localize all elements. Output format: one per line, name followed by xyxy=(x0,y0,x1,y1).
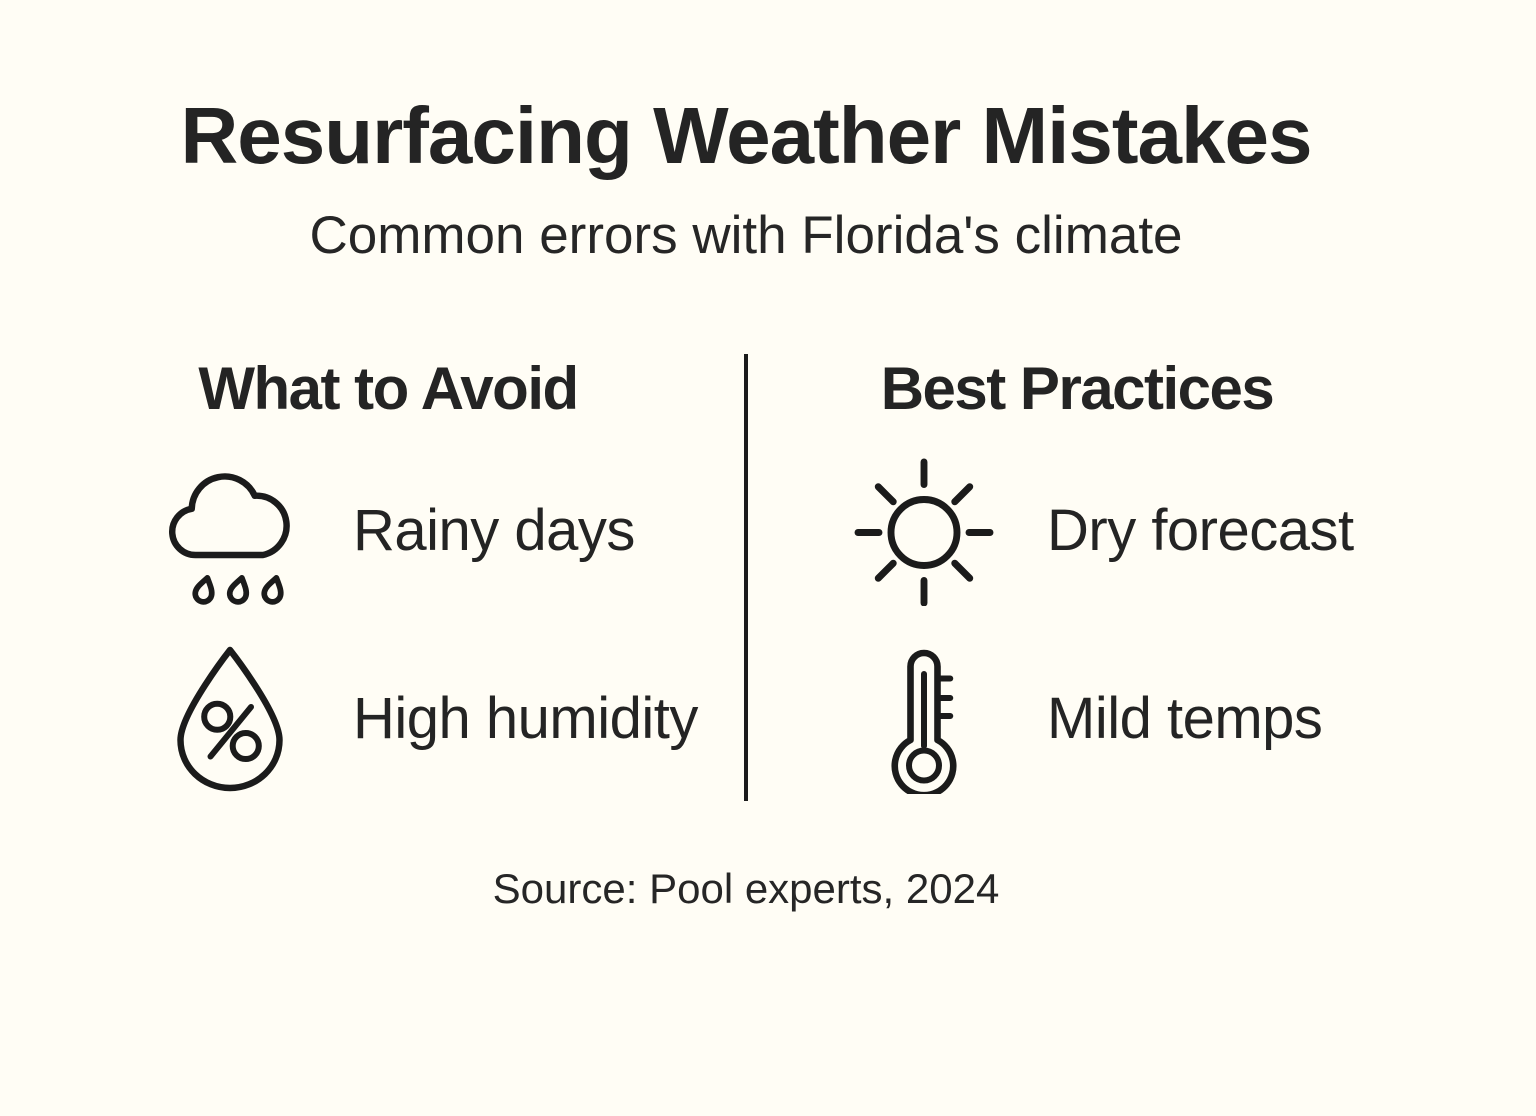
list-item-rainy-days: Rainy days xyxy=(155,456,685,606)
comparison-columns: What to Avoid Rainy days xyxy=(0,353,1492,801)
list-item-dry-forecast: Dry forecast xyxy=(849,456,1379,606)
infographic: Resurfacing Weather Mistakes Common erro… xyxy=(0,92,1492,1116)
item-label-high-humidity: High humidity xyxy=(353,686,698,752)
column-header-avoid: What to Avoid xyxy=(198,354,579,422)
avoid-items: Rainy days High humidity xyxy=(155,456,698,794)
column-divider xyxy=(744,353,748,801)
item-label-rainy-days: Rainy days xyxy=(353,498,635,564)
thermometer-icon xyxy=(849,644,999,794)
sun-icon xyxy=(849,456,999,606)
rain-cloud-icon xyxy=(155,456,305,606)
item-label-mild-temps: Mild temps xyxy=(1047,686,1323,752)
item-label-dry-forecast: Dry forecast xyxy=(1047,498,1354,564)
column-what-to-avoid: What to Avoid Rainy days xyxy=(0,354,744,801)
page-subtitle: Common errors with Florida's climate xyxy=(309,206,1183,265)
column-best-practices: Best Practices xyxy=(748,354,1492,801)
best-practice-items: Dry forecast Mild temps xyxy=(849,456,1379,794)
humidity-drop-icon xyxy=(155,644,305,794)
list-item-high-humidity: High humidity xyxy=(155,644,698,794)
source-note: Source: Pool experts, 2024 xyxy=(492,864,1000,912)
column-header-best: Best Practices xyxy=(880,354,1275,422)
page-title: Resurfacing Weather Mistakes xyxy=(180,91,1313,180)
list-item-mild-temps: Mild temps xyxy=(849,644,1379,794)
